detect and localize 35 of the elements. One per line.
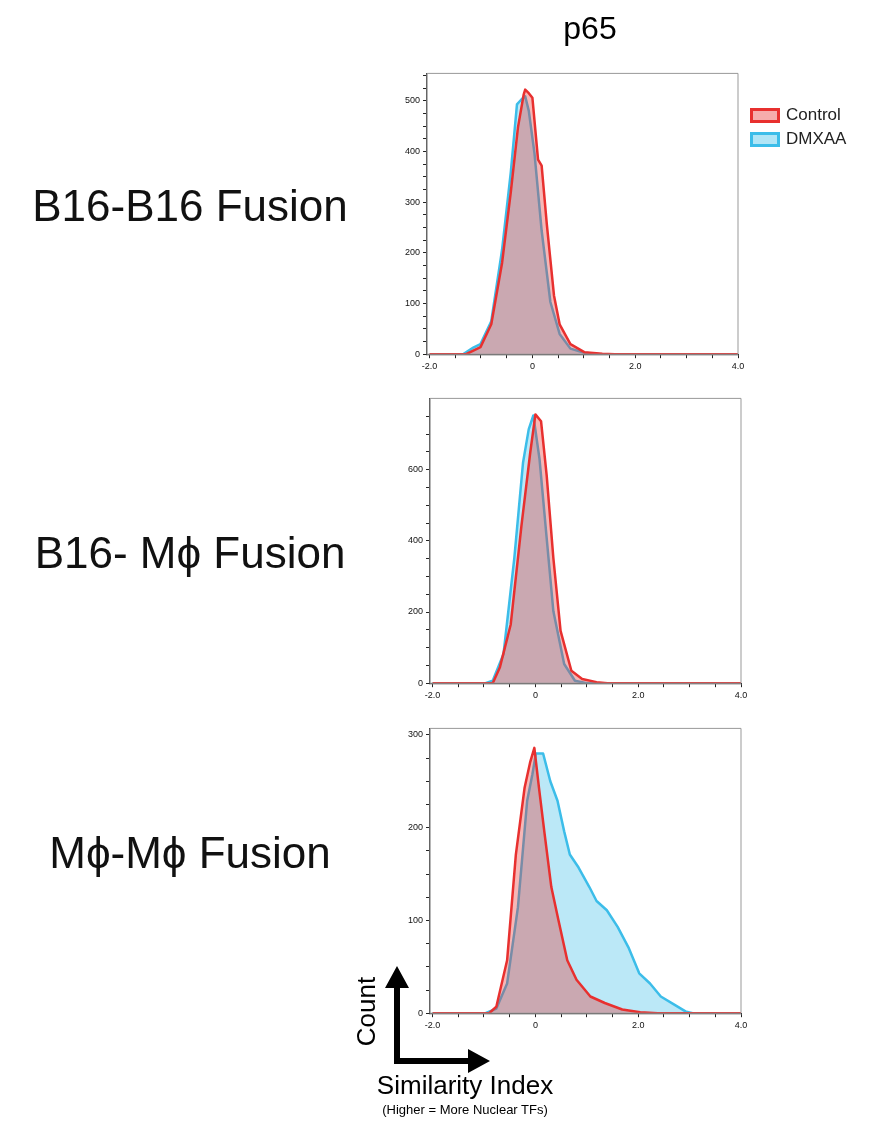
y-tick-label: 200 [404,247,421,258]
x-axis-title: Similarity Index [375,1070,555,1101]
y-tick-label: 500 [404,95,421,106]
x-tick-label: 2.0 [631,690,645,701]
y-axis-title: Count [350,975,382,1049]
y-tick-label: 600 [407,464,424,475]
text: B16-B16 Fusion [31,181,349,231]
y-tick-label: 0 [418,677,424,688]
y-tick-label: 0 [418,1007,424,1018]
y-tick-label: 400 [404,145,421,156]
text: B16- Mϕ Fusion [33,528,347,578]
text: Mϕ-Mϕ Fusion [48,828,332,878]
y-tick-label: 200 [407,606,424,617]
y-tick-label: 300 [404,196,421,207]
y-tick-label: 200 [407,822,424,833]
x-tick-label: 4.0 [734,690,748,701]
y-tick-label: 400 [407,535,424,546]
x-tick-label: 2.0 [628,361,642,372]
y-tick-label: 100 [404,298,421,308]
y-tick-label: 0 [415,348,421,359]
legend-label: DMXAA [786,129,847,149]
x-tick-label: 2.0 [631,1020,645,1031]
x-tick-label: 0 [532,1020,538,1031]
x-tick-label: 0 [529,361,535,372]
text: p65 [562,10,618,47]
x-tick-label: -2.0 [424,1020,441,1031]
text: (Higher = More Nuclear TFs) [381,1102,549,1117]
x-tick-label: -2.0 [424,690,441,701]
x-tick-label: 0 [532,690,538,701]
x-tick-label: -2.0 [421,361,438,372]
y-tick-label: 100 [407,914,424,925]
y-tick-label: 300 [407,729,424,740]
x-tick-label: 4.0 [734,1020,748,1031]
legend-label: Control [786,105,841,125]
x-tick-label: 4.0 [731,361,745,372]
